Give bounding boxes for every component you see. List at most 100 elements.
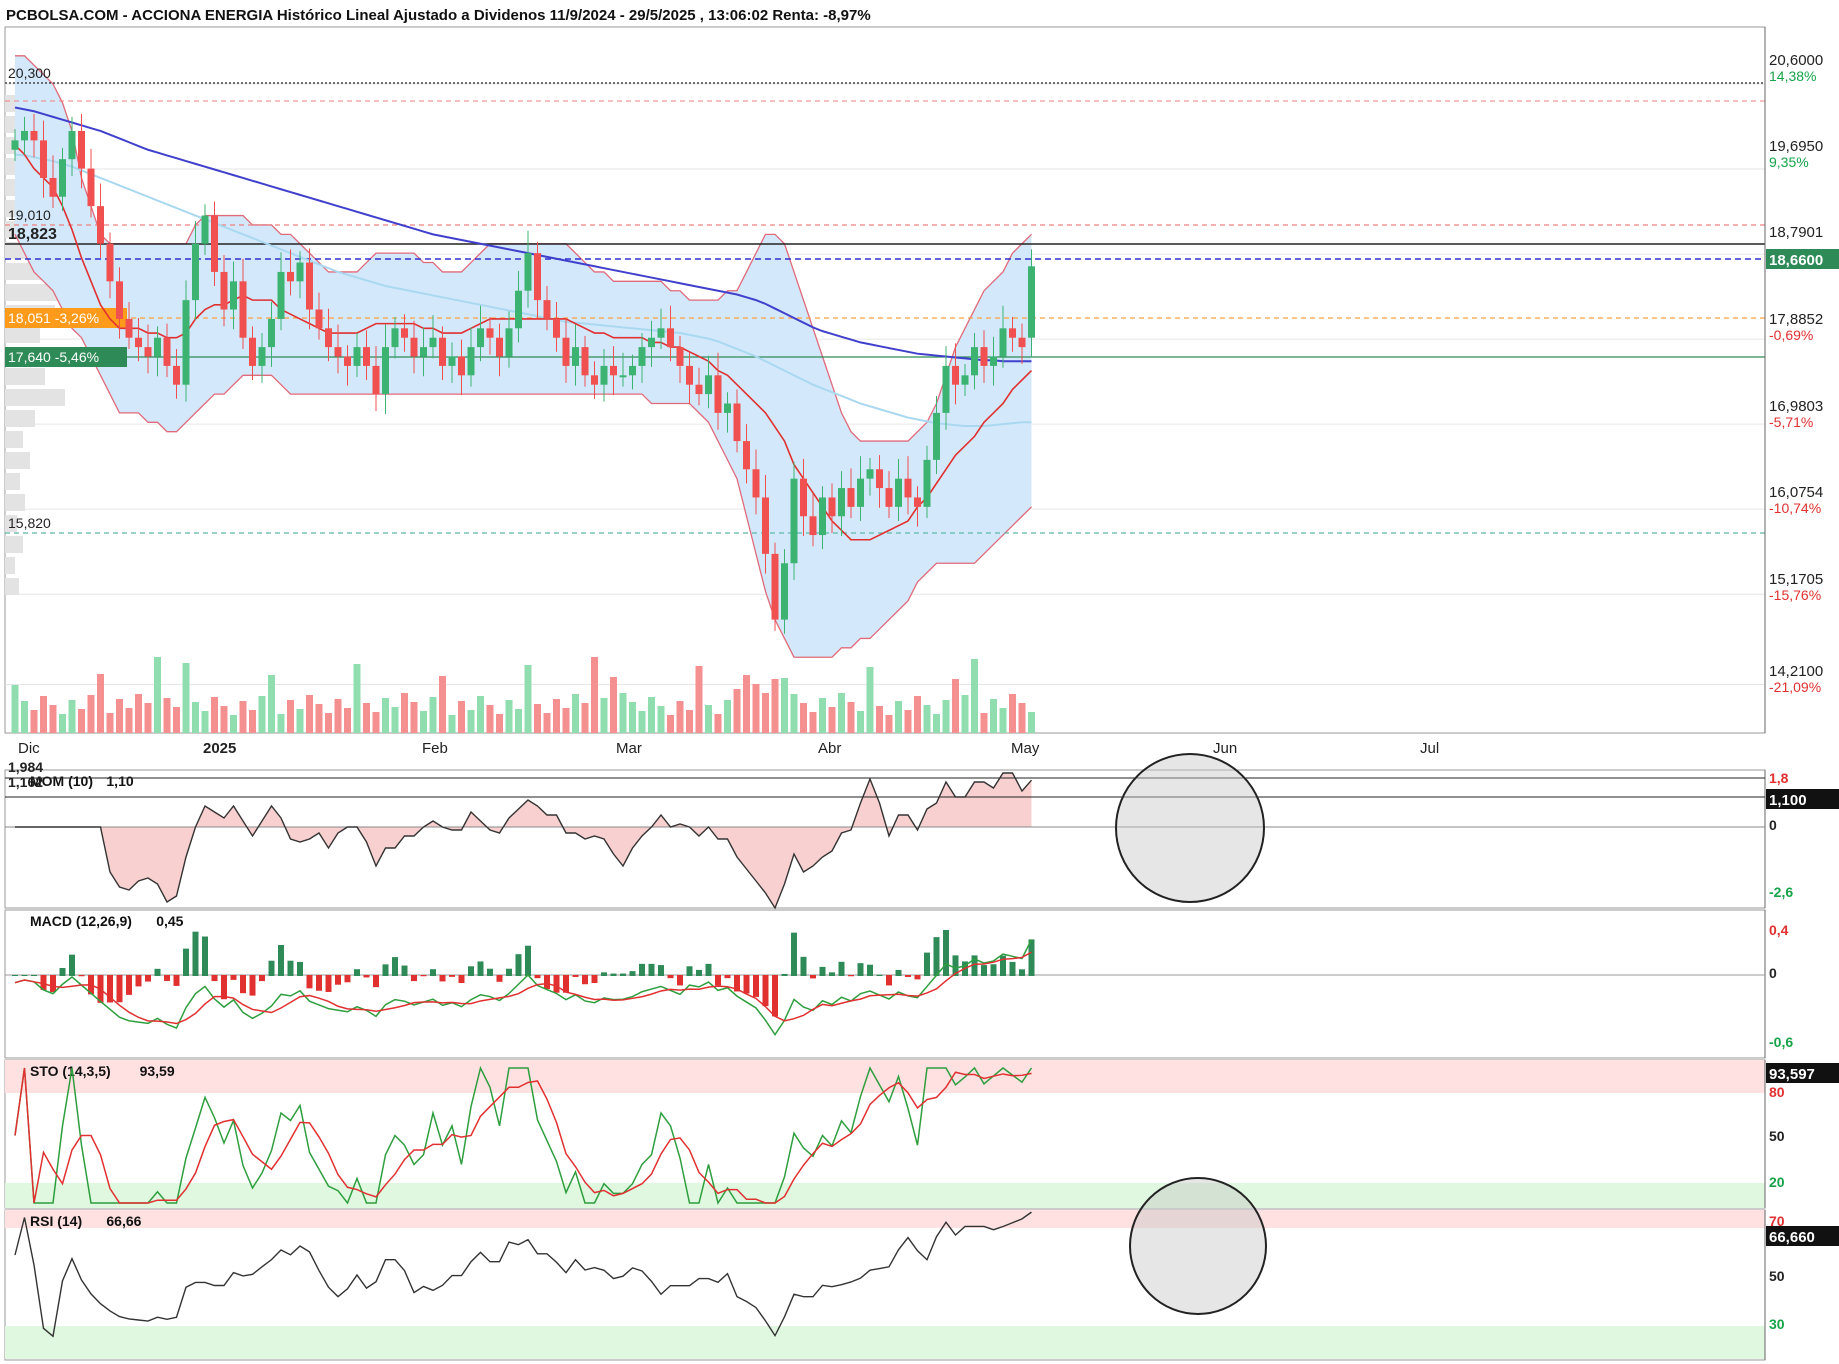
price-tick-label: 14,2100 [1769,663,1823,680]
mom-axis-label: 0 [1769,817,1777,833]
macd-hist-bar [591,975,598,984]
sma100-line [14,153,1032,428]
macd-hist-bar [401,965,408,976]
volume-bar [277,714,285,733]
candle-body [334,347,342,357]
level-box [5,308,127,328]
macd-signal-line [14,951,1032,1025]
volume-bar [87,695,95,733]
price-tick-pct: 9,35% [1769,154,1809,170]
panel-value: 66,66 [106,1213,141,1229]
macd-hist-bar [363,975,370,978]
macd-hist-bar [791,932,797,976]
candle-body [477,328,484,348]
candle-body [933,412,940,460]
volume-bar [667,715,674,733]
volume-bar [771,679,779,733]
time-axis: Dic 2025 Feb Mar Abr May Jun Jul [18,740,1439,757]
volume-bar [619,693,627,733]
candle-body [743,441,750,470]
volume-bar [762,693,769,733]
volume-bar [477,696,484,733]
macd-hist-bar [392,957,398,976]
volume-bar [211,697,218,733]
volume-bar [961,695,969,733]
candle-body [847,488,855,507]
candle-body [306,262,313,310]
sto-k-line [14,1065,1033,1205]
candle-body [534,253,541,301]
macd-hist-bar [734,975,740,992]
volume-bar [220,706,228,733]
macd-axis-label: 0 [1769,965,1777,981]
volume-bar [182,663,190,733]
price-tick-label: 19,6950 [1769,138,1823,155]
candle-body [857,478,864,507]
candle-body [771,553,779,620]
candle-body [914,497,921,507]
volume-bar [866,667,874,733]
candle-body [363,347,370,366]
macd-hist-bar [287,960,294,976]
macd-hist-bar [173,975,180,986]
candle-body [268,318,275,348]
zone-band [5,1060,1765,1093]
candle-body [249,337,256,366]
volume-bar [971,659,978,733]
candle-body [21,130,28,141]
candle-body [420,347,427,357]
band-lower [14,234,1032,658]
volume-profile-bar [5,368,45,385]
candle-body [353,347,361,366]
time-label: Dic [18,740,40,757]
macd-hist-bar [316,975,322,991]
macd-hist-bar [1028,939,1035,976]
volume-profile-bar [5,473,20,490]
volume-bar [847,702,855,733]
price-tick-label: 16,9803 [1769,398,1823,415]
macd-hist-bar [544,975,550,990]
mom-axis-label: 1,8 [1769,770,1789,786]
level-label: 15,820 [8,515,51,531]
candle-body [1009,328,1016,338]
volume-bar [990,699,997,733]
candle-body [40,140,47,178]
volume-bar [524,665,532,733]
candle-body [809,516,817,536]
sto-axis-label: 20 [1769,1174,1785,1190]
volume-bar [933,714,940,733]
ema200-line [14,106,1032,363]
macd-hist-bar [259,975,265,982]
macd-hist-bar [857,963,864,976]
rsi-line [14,1211,1032,1338]
volume-bar [125,708,133,733]
volume-bar [268,675,275,733]
macd-hist-bar [268,960,275,976]
volume-bar [828,707,836,733]
panel-value: 93,59 [140,1063,175,1079]
volume-bar [59,714,66,733]
macd-hist-bar [772,975,778,1017]
candle-body [581,347,589,376]
mom-current-label: 1,100 [1769,792,1807,809]
volume-bar [638,711,646,733]
macd-hist-bar [724,975,731,979]
candle-body [828,497,836,517]
volume-bar [116,699,123,733]
candle-body [524,253,532,291]
macd-hist-bar [420,975,427,977]
macd-hist-bar [686,966,693,976]
candle-body [999,328,1007,357]
macd-hist-bar [211,975,218,982]
candle-body [866,469,874,479]
candle-body [876,469,883,489]
macd-hist-bar [487,968,493,976]
candle-body [296,262,304,282]
volume-bar [581,703,589,733]
panel-frame [4,769,1766,909]
sto-current-box [1766,1063,1839,1083]
macd-hist-bar [753,975,759,997]
volume-bar [192,702,199,733]
candle-body [990,356,997,366]
macd-hist-bar [183,948,189,976]
